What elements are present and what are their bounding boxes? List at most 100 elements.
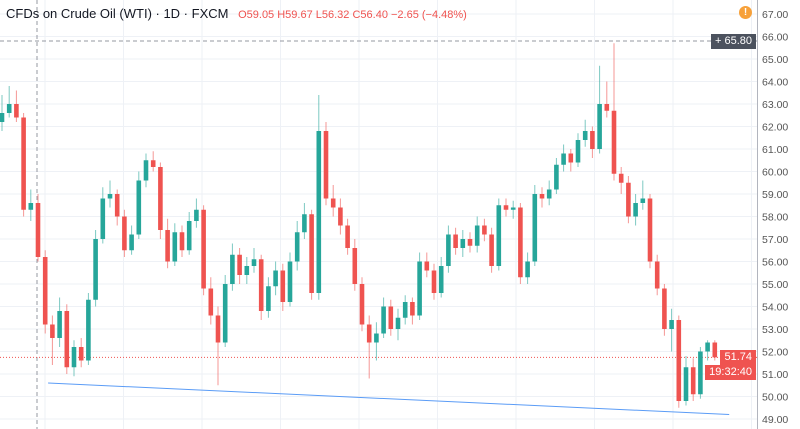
last-price-label: 51.74: [720, 350, 756, 365]
candle: [712, 340, 718, 361]
candle-body: [42, 257, 48, 325]
candle: [669, 308, 674, 352]
candle-body: [604, 104, 610, 111]
candle: [338, 198, 343, 235]
candle: [50, 315, 55, 365]
candle-body: [402, 302, 408, 318]
price-tick-label: 55.00: [762, 279, 788, 291]
candle-body: [698, 351, 703, 395]
candle-body: [222, 284, 228, 343]
candle-body: [14, 104, 19, 118]
candle: [230, 243, 235, 291]
candle: [71, 340, 77, 377]
candle-body: [424, 261, 430, 271]
candle-body: [309, 214, 314, 293]
exclamation-circle-icon[interactable]: !: [739, 6, 752, 19]
candle-body: [21, 117, 26, 210]
candle: [438, 257, 444, 298]
candle-body: [474, 225, 480, 246]
candle: [158, 162, 163, 239]
candle-body: [546, 189, 552, 199]
ohlc-readout: O59.05 H59.67 L56.32 C56.40 −2.65 (−4.48…: [238, 9, 467, 21]
candle: [474, 216, 480, 253]
candle: [208, 277, 214, 325]
candle: [28, 189, 34, 221]
candle-body: [71, 347, 77, 368]
candle-body: [532, 194, 538, 262]
price-tick-label: 59.00: [762, 189, 788, 201]
candle: [424, 252, 430, 278]
price-tick-label: 50.00: [762, 392, 788, 404]
candle: [568, 149, 574, 172]
candle-body: [676, 320, 682, 401]
candle-body: [287, 261, 293, 302]
candle: [122, 209, 127, 257]
candle-body: [294, 232, 300, 262]
candle-body: [316, 131, 322, 293]
price-tick-label: 56.00: [762, 257, 788, 269]
candle-body: [122, 216, 127, 251]
candle: [107, 180, 113, 208]
candle: [165, 218, 170, 269]
candle: [78, 338, 84, 368]
plus-icon[interactable]: +: [714, 35, 725, 47]
candle: [366, 315, 372, 379]
candle-body: [237, 254, 242, 275]
candle-body: [338, 207, 343, 226]
candle-body: [186, 221, 192, 251]
candle: [604, 81, 610, 118]
candle-body: [78, 347, 84, 361]
candle-body: [201, 209, 206, 289]
candle-body: [374, 333, 379, 343]
candle: [6, 86, 12, 118]
candle-body: [93, 239, 98, 300]
candle: [345, 218, 350, 255]
candle: [654, 254, 660, 296]
price-tick-label: 61.00: [762, 144, 788, 156]
countdown-label: 19:32:40: [705, 365, 756, 380]
candle: [482, 218, 487, 242]
candle: [114, 189, 120, 226]
candle: [129, 225, 134, 255]
price-tick-label: 58.00: [762, 212, 788, 224]
candle-body: [179, 232, 185, 251]
candle-body: [568, 153, 574, 163]
candle-body: [366, 324, 372, 343]
candle-body: [330, 198, 336, 208]
candle: [179, 225, 185, 257]
candle-body: [165, 230, 170, 262]
candle: [503, 198, 509, 217]
candle-body: [352, 248, 358, 284]
candle-body: [50, 324, 55, 338]
price-tick-label: 49.00: [762, 414, 788, 426]
candle: [0, 95, 5, 131]
price-tick-label: 64.00: [762, 77, 788, 89]
candle: [402, 295, 408, 325]
candle: [237, 248, 242, 284]
candle: [597, 65, 602, 154]
symbol-title: CFDs on Crude Oil (WTI) · 1D · FXCM: [6, 6, 229, 21]
candle: [57, 297, 62, 347]
candle-body: [302, 214, 307, 233]
candle-body: [158, 167, 163, 230]
candle-body: [107, 194, 113, 199]
candle-body: [690, 367, 696, 395]
price-tick-label: 67.00: [762, 9, 788, 21]
candle-body: [597, 104, 602, 149]
candle: [359, 277, 365, 332]
candle: [42, 250, 48, 334]
candle-body: [100, 198, 106, 239]
candle-body: [590, 131, 595, 149]
candle-body: [64, 311, 70, 368]
candle: [640, 180, 646, 210]
candle: [662, 284, 667, 336]
candle: [546, 180, 552, 206]
candle: [186, 212, 192, 255]
candle-body: [258, 259, 264, 311]
candle: [626, 176, 631, 224]
candle-body: [388, 306, 394, 329]
candle: [446, 225, 451, 273]
candle-body: [114, 194, 120, 217]
candle-body: [654, 261, 660, 289]
